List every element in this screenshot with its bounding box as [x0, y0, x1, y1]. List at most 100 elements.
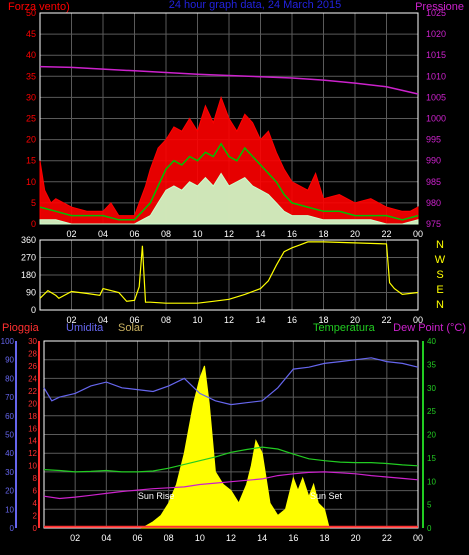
rain-humidity-plot: 0102030405060708090100024681012141618202…	[1, 337, 437, 543]
x-tick-label: 10	[192, 315, 202, 325]
rain-axis-title: Pioggia	[2, 322, 40, 334]
rain-tick-label: 4	[33, 499, 38, 508]
rain-tick-label: 0	[33, 524, 38, 533]
wind-tick-label: 0	[31, 219, 36, 229]
chart-title: 24 hour graph data, 24 March 2015	[169, 0, 341, 11]
compass-label: E	[436, 284, 443, 296]
temperature-tick-label: 35	[427, 360, 436, 369]
wind-tick-label: 10	[26, 177, 36, 187]
humidity-axis-title: Umidita	[66, 322, 104, 334]
pressure-tick-label: 985	[426, 177, 441, 187]
x-tick-label: 10	[195, 533, 205, 543]
wind-minimum-series	[39, 172, 419, 225]
compass-label: N	[436, 299, 444, 311]
wind-tick-label: 5	[31, 198, 36, 208]
pressure-tick-label: 1020	[426, 29, 446, 39]
x-tick-label: 08	[161, 229, 171, 239]
pressure-tick-label: 1005	[426, 92, 446, 102]
wind-tick-label: 50	[26, 8, 36, 18]
rain-tick-label: 18	[28, 412, 37, 421]
temperature-tick-label: 30	[427, 384, 436, 393]
wind-pressure-plot: 0510152025303540455097598098599099510001…	[26, 8, 446, 239]
rain-tick-label: 8	[33, 474, 38, 483]
x-tick-label: 06	[129, 315, 139, 325]
solar-series	[140, 365, 330, 529]
temperature-tick-label: 40	[427, 337, 436, 346]
x-tick-label: 04	[98, 315, 108, 325]
x-tick-label: 18	[319, 533, 329, 543]
wind-tick-label: 20	[26, 135, 36, 145]
pressure-tick-label: 975	[426, 219, 441, 229]
wind-tick-label: 15	[26, 156, 36, 166]
x-tick-label: 22	[381, 315, 391, 325]
x-tick-label: 20	[351, 533, 361, 543]
rain-tick-label: 6	[33, 487, 38, 496]
pressure-tick-label: 995	[426, 135, 441, 145]
x-tick-label: 06	[129, 229, 139, 239]
temperature-tick-label: 15	[427, 454, 436, 463]
x-tick-label: 14	[255, 229, 265, 239]
sunrise-annotation: Sun Rise	[138, 491, 175, 501]
compass-label: N	[436, 239, 444, 251]
x-tick-label: 08	[164, 533, 174, 543]
humidity-tick-label: 100	[1, 337, 15, 346]
x-tick-label: 22	[382, 533, 392, 543]
x-tick-label: 00	[413, 315, 423, 325]
sunset-annotation: Sun Set	[310, 491, 343, 501]
x-tick-label: 18	[318, 229, 328, 239]
rain-tick-label: 16	[28, 424, 37, 433]
x-tick-label: 16	[287, 315, 297, 325]
direction-tick-label: 180	[21, 270, 36, 280]
humidity-tick-label: 60	[5, 412, 14, 421]
humidity-tick-label: 80	[5, 374, 14, 383]
x-tick-label: 02	[66, 315, 76, 325]
rain-tick-label: 24	[28, 374, 37, 383]
x-tick-label: 02	[70, 533, 80, 543]
x-tick-label: 16	[287, 229, 297, 239]
x-tick-label: 00	[413, 229, 423, 239]
rain-tick-label: 28	[28, 349, 37, 358]
x-tick-label: 20	[350, 229, 360, 239]
panel-wind-pressure: Forza vento) 24 hour graph data, 24 Marc…	[8, 0, 464, 239]
temperature-tick-label: 0	[427, 524, 432, 533]
x-tick-label: 20	[350, 315, 360, 325]
wind-tick-label: 45	[26, 29, 36, 39]
x-tick-label: 08	[161, 315, 171, 325]
x-tick-label: 04	[98, 229, 108, 239]
pressure-tick-label: 1025	[426, 8, 446, 18]
dewpoint-axis-title: Dew Point (°C)	[393, 322, 466, 334]
wind-direction-series	[39, 241, 419, 304]
compass-label: S	[436, 269, 443, 281]
humidity-tick-label: 40	[5, 449, 14, 458]
x-tick-label: 14	[255, 315, 265, 325]
temperature-tick-label: 25	[427, 407, 436, 416]
rain-tick-label: 30	[28, 337, 37, 346]
wind-tick-label: 30	[26, 92, 36, 102]
wind-tick-label: 40	[26, 50, 36, 60]
humidity-tick-label: 10	[5, 505, 14, 514]
plot-frame	[39, 239, 419, 311]
humidity-tick-label: 90	[5, 356, 14, 365]
pressure-tick-label: 1000	[426, 114, 446, 124]
rain-tick-label: 26	[28, 362, 37, 371]
temperature-tick-label: 5	[427, 501, 432, 510]
temperature-tick-label: 10	[427, 477, 436, 486]
wind-tick-label: 35	[26, 71, 36, 81]
x-tick-label: 18	[318, 315, 328, 325]
pressure-tick-label: 1015	[426, 50, 446, 60]
direction-tick-label: 0	[31, 305, 36, 315]
x-tick-label: 14	[257, 533, 267, 543]
pressure-tick-label: 980	[426, 198, 441, 208]
wind-gust-series	[39, 95, 419, 225]
direction-tick-label: 90	[26, 288, 36, 298]
x-tick-label: 12	[224, 229, 234, 239]
humidity-tick-label: 70	[5, 393, 14, 402]
temperature-tick-label: 20	[427, 431, 436, 440]
wind-axis-title: Forza vento)	[8, 1, 70, 13]
direction-tick-label: 270	[21, 253, 36, 263]
rain-tick-label: 10	[28, 462, 37, 471]
humidity-tick-label: 30	[5, 468, 14, 477]
direction-tick-label: 360	[21, 235, 36, 245]
compass-label: W	[435, 254, 446, 266]
